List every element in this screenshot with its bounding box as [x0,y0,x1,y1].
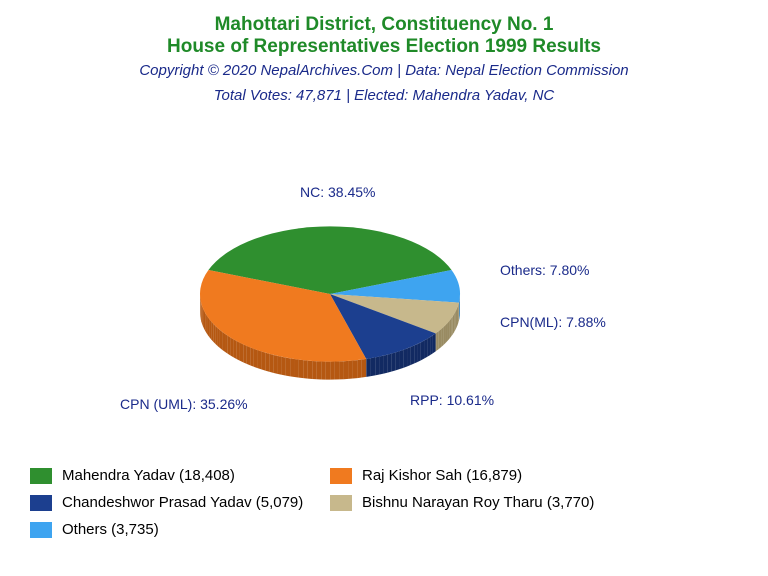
legend-label: Mahendra Yadav (18,408) [62,467,235,484]
title-line-1: Mahottari District, Constituency No. 1 [0,14,768,36]
legend-item: Others (3,735) [30,521,330,538]
legend-swatch [30,468,52,484]
slice-label: RPP: 10.61% [410,392,494,408]
legend-label: Chandeshwor Prasad Yadav (5,079) [62,494,303,511]
subtitle-line-1: Copyright © 2020 NepalArchives.Com | Dat… [0,62,768,79]
slice-label: CPN(ML): 7.88% [500,314,606,330]
slice-label: CPN (UML): 35.26% [120,396,248,412]
legend-label: Others (3,735) [62,521,159,538]
legend-swatch [30,495,52,511]
legend-item: Mahendra Yadav (18,408) [30,467,330,484]
title-block: Mahottari District, Constituency No. 1 H… [0,0,768,104]
slice-label: NC: 38.45% [300,184,375,200]
legend-swatch [30,522,52,538]
legend-item: Raj Kishor Sah (16,879) [330,467,630,484]
legend-item: Chandeshwor Prasad Yadav (5,079) [30,494,330,511]
legend: Mahendra Yadav (18,408) Raj Kishor Sah (1… [30,467,750,548]
title-line-2: House of Representatives Election 1999 R… [0,36,768,58]
subtitle-line-2: Total Votes: 47,871 | Elected: Mahendra … [0,87,768,104]
legend-label: Bishnu Narayan Roy Tharu (3,770) [362,494,594,511]
legend-label: Raj Kishor Sah (16,879) [362,467,522,484]
legend-item: Bishnu Narayan Roy Tharu (3,770) [330,494,630,511]
legend-swatch [330,495,352,511]
legend-swatch [330,468,352,484]
pie-chart-svg [0,104,768,464]
pie-chart: NC: 38.45% Others: 7.80% CPN(ML): 7.88% RPP… [0,104,768,464]
slice-label: Others: 7.80% [500,262,590,278]
